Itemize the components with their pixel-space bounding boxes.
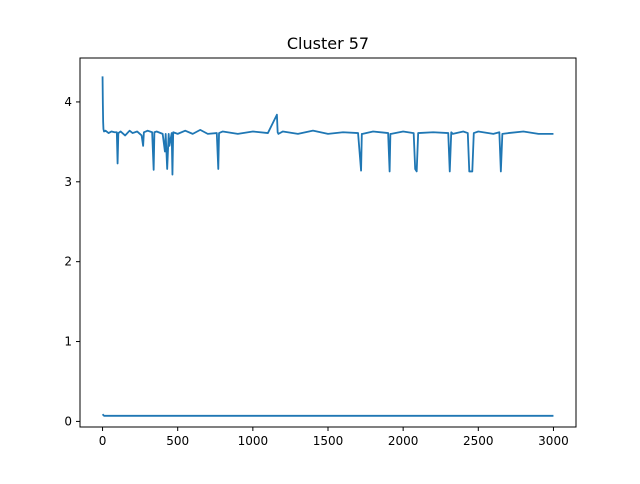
y-tick-label: 1 xyxy=(64,335,72,349)
x-tick-label: 0 xyxy=(99,434,107,448)
x-tick-label: 2000 xyxy=(388,434,419,448)
chart-title: Cluster 57 xyxy=(287,34,369,53)
y-tick-label: 0 xyxy=(64,414,72,428)
y-tick-label: 2 xyxy=(64,255,72,269)
y-tick-label: 4 xyxy=(64,95,72,109)
x-tick-label: 1000 xyxy=(238,434,269,448)
plot-area xyxy=(80,58,576,427)
series-line-2 xyxy=(101,413,554,417)
plot-background xyxy=(80,58,576,427)
axes-group: 0 500 1000 1500 2000 2500 3000 0 1 2 3 4 xyxy=(64,57,577,448)
series-line-1 xyxy=(101,76,554,176)
series-group xyxy=(101,76,554,417)
y-tick-label: 3 xyxy=(64,175,72,189)
x-tick-label: 500 xyxy=(166,434,189,448)
x-tick-label: 3000 xyxy=(538,434,569,448)
x-tick-label: 2500 xyxy=(463,434,494,448)
x-tick-label: 1500 xyxy=(313,434,344,448)
